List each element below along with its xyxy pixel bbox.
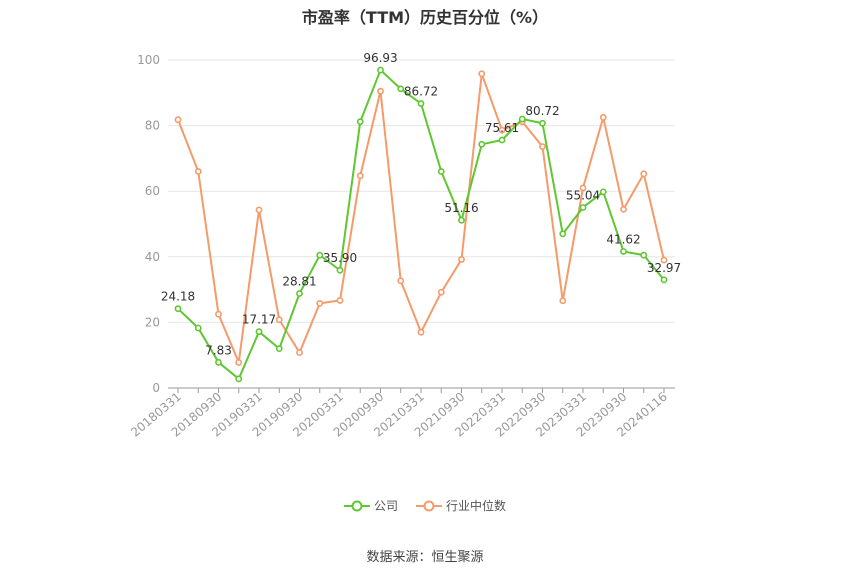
data-point-company [559, 230, 567, 238]
data-label: 7.83 [205, 343, 232, 357]
data-point-industry-median [296, 349, 303, 356]
data-point-industry-median [235, 359, 243, 366]
data-point-company [275, 345, 283, 353]
data-point-industry-median [255, 206, 263, 214]
data-labels: 24.18 7.83 17.17 28.81 35.90 96.93 86.72 51.16 7… [161, 51, 681, 357]
data-point-company [296, 290, 303, 297]
data-point-industry-median [620, 205, 627, 213]
data-point-company [640, 251, 648, 259]
data-point-industry-median [275, 316, 283, 324]
data-point-industry-median [174, 116, 182, 124]
data-point-industry-median [316, 299, 324, 307]
y-tick-label: 100 [137, 53, 160, 67]
chart-title: 市盈率（TTM）历史百分位（%） [301, 8, 549, 27]
data-point-company [336, 266, 344, 274]
data-point-company [235, 375, 243, 383]
data-point-company [255, 328, 263, 336]
data-point-industry-median [194, 168, 202, 175]
data-source: 数据来源：恒生聚源 [366, 550, 484, 565]
data-point-industry-median [336, 297, 344, 304]
data-point-industry-median [478, 70, 486, 78]
y-tick-label: 60 [145, 184, 160, 198]
data-point-industry-median [356, 172, 364, 180]
data-label: 86.72 [404, 85, 438, 99]
data-label: 28.81 [282, 275, 316, 289]
x-axis: 2018033120180930201903312019093020200331… [128, 387, 675, 440]
data-point-industry-median [539, 143, 546, 150]
data-label: 80.72 [525, 104, 559, 118]
grid-lines [168, 59, 675, 323]
data-point-company [377, 66, 384, 74]
data-point-company [539, 119, 546, 127]
data-point-company [215, 358, 222, 366]
data-point-industry-median [559, 297, 567, 305]
y-tick-label: 80 [145, 119, 160, 133]
data-point-industry-median [579, 184, 587, 192]
legend-company-marker-icon [343, 500, 370, 511]
data-point-industry-median [377, 87, 384, 95]
y-tick-label: 20 [145, 315, 160, 329]
legend-company-label: 公司 [373, 499, 398, 513]
data-point-industry-median [640, 170, 648, 178]
y-tick-label: 0 [152, 381, 160, 395]
data-label: 41.62 [606, 232, 640, 246]
data-point-company [660, 276, 668, 284]
data-point-company [599, 188, 607, 196]
data-label: 75.61 [485, 121, 519, 135]
data-label: 32.97 [647, 261, 681, 275]
data-point-company [397, 85, 405, 93]
data-point-company [417, 100, 425, 107]
data-point-company [174, 305, 182, 313]
legend: 公司 行业中位数 [0, 497, 850, 514]
y-tick-label: 40 [145, 250, 160, 264]
data-point-company [478, 140, 486, 148]
series-layer [174, 66, 668, 383]
data-point-company [316, 251, 324, 259]
data-point-company [437, 168, 445, 175]
legend-item-company[interactable]: 公司 [343, 497, 398, 514]
data-label: 51.16 [444, 201, 478, 215]
data-point-company [498, 136, 506, 144]
data-point-company [458, 216, 465, 224]
data-point-company [579, 204, 587, 211]
legend-industry-label: 行业中位数 [446, 499, 507, 513]
data-point-industry-median [417, 328, 425, 336]
data-point-company [194, 324, 202, 332]
data-point-company [620, 248, 627, 255]
data-point-industry-median [660, 256, 668, 264]
data-point-industry-median [397, 277, 405, 285]
legend-industry-marker-icon [416, 500, 442, 511]
data-point-company [518, 115, 526, 123]
data-point-industry-median [458, 256, 465, 263]
data-point-company [356, 118, 364, 126]
data-label: 24.18 [161, 290, 195, 304]
data-label: 96.93 [363, 51, 397, 65]
legend-item-industry-median[interactable]: 行业中位数 [416, 497, 506, 514]
data-point-industry-median [599, 114, 607, 121]
data-label: 55.04 [566, 188, 600, 202]
data-label: 17.17 [242, 313, 276, 327]
data-point-industry-median [498, 126, 506, 134]
y-axis: 0 20 40 60 80 100 [137, 53, 160, 395]
data-point-industry-median [215, 310, 222, 318]
data-label: 35.90 [323, 251, 357, 265]
data-point-industry-median [437, 288, 445, 296]
